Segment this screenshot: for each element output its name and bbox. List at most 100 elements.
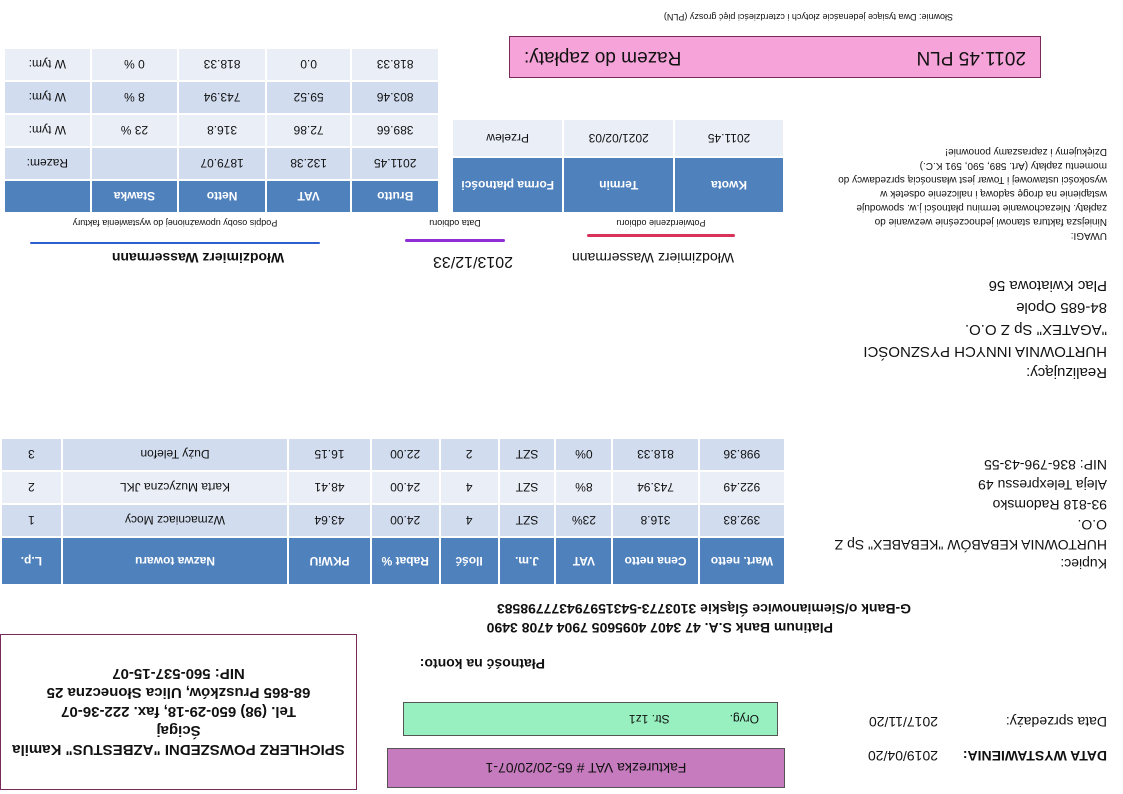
col-lp: L.p. <box>1 537 62 585</box>
cell-brutto: 803.46 <box>351 81 439 114</box>
invoice-title-box: Fakturezka VAT # 65-20/20/07-1 <box>387 748 785 788</box>
cell-wart-netto: 922.49 <box>698 471 785 504</box>
cell-cena-netto: 743.94 <box>612 471 699 504</box>
col-pkwiu: PKWiU <box>288 537 371 585</box>
buyer-label: Kupiec: <box>1060 556 1107 572</box>
notes-line: wstąpienie na drogę sądową i naliczenie … <box>880 188 1107 199</box>
col-vat: VAT <box>265 180 352 213</box>
buyer-city: 93-818 Radomsko <box>992 497 1107 513</box>
seller-phone: Tel. (98) 650-29-18, fax. 222-36-07 <box>61 703 296 721</box>
page-number: Str. 1z1 <box>628 712 670 726</box>
seller-name-2: Ścigaj <box>156 722 201 740</box>
cell-vat: 23% <box>555 504 613 537</box>
total-due-amount: 2011.45 PLN <box>916 47 1026 68</box>
cell-kwota: 2011.45 <box>674 119 784 157</box>
seller-nip: NIP: 560-537-15-07 <box>112 665 245 683</box>
cell-jm: SZT <box>498 471 556 504</box>
cell-rabat: 24.00 <box>370 471 440 504</box>
cell-netto: 818.33 <box>178 48 266 81</box>
table-row: 2011.45 132.38 1879.07 Razem: <box>4 147 439 180</box>
executor-name: HURTOWNIA INNYCH PYSZNOŚCI <box>863 343 1107 360</box>
receipt-date-line <box>405 239 505 242</box>
cell-netto: 316.8 <box>178 114 266 147</box>
cell-pkwiu: 48.41 <box>288 471 371 504</box>
cell-brutto: 818.33 <box>351 48 439 81</box>
cell-netto: 1879.07 <box>178 147 266 180</box>
original-label: Oryg. <box>729 712 759 726</box>
cell-lp: 1 <box>1 504 62 537</box>
cell-stawka: 8 % <box>90 81 179 114</box>
buyer-street: Aleja Telexpressu 49 <box>978 477 1107 493</box>
receiver-caption: Potwierdzenie odbioru <box>616 218 706 228</box>
col-netto: Netto <box>178 180 266 213</box>
cell-ilosc: 4 <box>439 471 499 504</box>
cell-vat: 59.52 <box>265 81 352 114</box>
receipt-date: 2013/12/33 <box>432 253 514 270</box>
col-label <box>4 180 91 213</box>
col-wart-netto: Wart. netto <box>698 537 785 585</box>
cell-ilosc: 4 <box>439 504 499 537</box>
notes-line: Niniejsza faktura stanowi jednocześnie w… <box>874 216 1107 227</box>
col-rabat: Rabat % <box>370 537 440 585</box>
cell-wart-netto: 998.36 <box>698 438 785 471</box>
issuer-signature-line <box>30 242 320 244</box>
notes-block: UWAGI: Niniejsza faktura stanowi jednocz… <box>807 144 1107 242</box>
cell-stawka: 23 % <box>90 114 179 147</box>
executor-street: Plac Kwiatowa 56 <box>988 277 1107 294</box>
items-table: Wart. netto Cena netto VAT J.m. Ilość Ra… <box>0 437 786 586</box>
cell-cena-netto: 316.8 <box>612 504 699 537</box>
col-cena-netto: Cena netto <box>612 537 699 585</box>
cell-wart-netto: 392.83 <box>698 504 785 537</box>
cell-ilosc: 2 <box>439 438 499 471</box>
cell-label: W tym: <box>4 81 91 114</box>
cell-label: Razem: <box>4 147 91 180</box>
payment-heading: Płatność na konto: <box>419 656 545 672</box>
cell-vat: 0% <box>555 438 613 471</box>
issuer-name: Włodzimierz Wassermann <box>111 250 285 266</box>
cell-pkwiu: 16.15 <box>288 438 371 471</box>
seller-box: SPICHLERZ POWSZEDNI "AZBESTUS" Kamila Śc… <box>0 634 357 790</box>
cell-netto: 743.94 <box>178 81 266 114</box>
cell-label: W tym: <box>4 114 91 147</box>
cell-brutto: 2011.45 <box>351 147 439 180</box>
table-row: 998.36 818.33 0% SZT 2 22.00 16.15 Duży … <box>1 438 785 471</box>
receiver-signature-line <box>587 234 735 237</box>
cell-rabat: 24.00 <box>370 504 440 537</box>
buyer-nip: NIP: 836-796-43-55 <box>984 457 1107 473</box>
cell-stawka <box>90 147 179 180</box>
receiver-name: Włodzimierz Wassermann <box>571 250 735 266</box>
notes-line: momentu zapłaty (Art. 589, 590, 591 K.C.… <box>919 160 1107 171</box>
cell-nazwa: Karta Muzyczna JKL <box>61 471 289 504</box>
bank-account-1: Platinum Bank S.A. 47 3407 4095605 7904 … <box>486 620 833 636</box>
seller-address: 68-865 Pruszków, Ulica Słoneczna 25 <box>46 684 311 702</box>
notes-line: zapłaty. Niezachowanie terminu płatności… <box>856 202 1107 213</box>
sale-date-value: 2017/11/20 <box>868 714 938 730</box>
col-vat: VAT <box>555 537 613 585</box>
executor-city: 84-685 Opole <box>1016 299 1107 316</box>
issue-date-label: DATA WYSTAWIENIA: <box>962 748 1107 764</box>
col-brutto: Brutto <box>351 180 439 213</box>
issuer-caption: Podpis osoby upoważnionej do wystawienia… <box>72 218 278 228</box>
receipt-caption: Data odbioru <box>429 218 481 228</box>
total-due-label: Razem do zapłaty: <box>524 47 682 68</box>
cell-rabat: 22.00 <box>370 438 440 471</box>
bank-account-2: G-Bank o/Siemianowice Śląskie 3103773-54… <box>496 601 911 617</box>
table-row: 818.33 0.0 818.33 0 % W tym: <box>4 48 439 81</box>
notes-heading: UWAGI: <box>1070 230 1107 241</box>
cell-jm: SZT <box>498 504 556 537</box>
notes-line: wysokości ustawowej i Towar jest własnoś… <box>838 174 1107 185</box>
cell-vat: 0.0 <box>265 48 352 81</box>
cell-vat: 72.86 <box>265 114 352 147</box>
payment-form-table: Kwota Termin Forma płatności 2011.45 202… <box>451 118 785 214</box>
col-kwota: Kwota <box>674 157 784 213</box>
cell-pkwiu: 43.64 <box>288 504 371 537</box>
executor-name-2: "AGATEX" Sp Z O.O. <box>964 321 1107 338</box>
buyer-name: HURTOWNIA KEBABÓW "KEBABEX" Sp Z <box>834 537 1107 553</box>
cell-label: W tym: <box>4 48 91 81</box>
table-row: 803.46 59.52 743.94 8 % W tym: <box>4 81 439 114</box>
original-copy-box: Oryg. Str. 1z1 <box>403 702 778 736</box>
col-jm: J.m. <box>498 537 556 585</box>
issue-date-value: 2019/04/20 <box>867 748 938 764</box>
col-forma: Forma płatności <box>452 157 564 213</box>
